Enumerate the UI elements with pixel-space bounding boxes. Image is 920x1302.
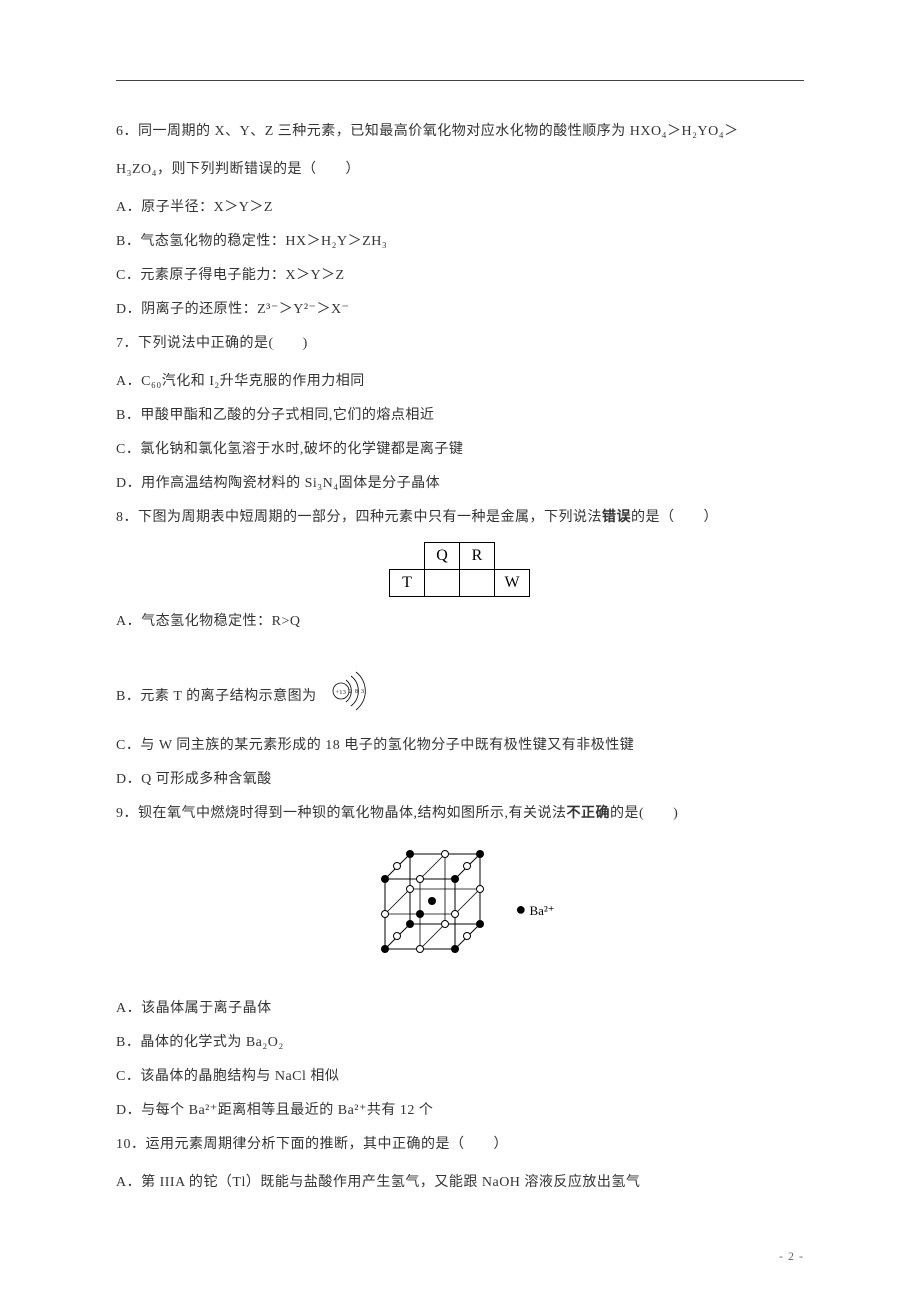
- q8-stem-a: 8．下图为周期表中短周期的一部分，四种元素中只有一种是金属，下列说法: [116, 510, 602, 525]
- q10-choice-a: A．第 IIIA 的铊（Tl）既能与盐酸作用产生氢气，又能跟 NaOH 溶液反应…: [116, 1168, 804, 1198]
- q9-choice-a: A．该晶体属于离子晶体: [116, 994, 804, 1024]
- q7-choice-b: B．甲酸甲酯和乙酸的分子式相同,它们的熔点相近: [116, 401, 804, 431]
- q6-stem-line2: H₃ZO₄，则下列判断错误的是（ ）: [116, 155, 804, 185]
- q9-choice-b: B．晶体的化学式为 Ba₂O₂: [116, 1028, 804, 1058]
- q8-stem-bold: 错误: [602, 510, 631, 525]
- q7-stem: 7．下列说法中正确的是( ): [116, 329, 804, 359]
- ion-structure-icon: +13 2 8 3: [325, 667, 373, 727]
- top-rule: [116, 80, 804, 81]
- q9-stem-b: 的是( ): [610, 806, 678, 821]
- q8-choice-a: A．气态氢化物稳定性：R>Q: [116, 607, 804, 637]
- q9-choice-c: C．该晶体的晶胞结构与 NaCl 相似: [116, 1062, 804, 1092]
- q6-choice-c: C．元素原子得电子能力：X＞Y＞Z: [116, 261, 804, 291]
- q7-choice-c: C．氯化钠和氯化氢溶于水时,破坏的化学键都是离子键: [116, 435, 804, 465]
- pt-cell-r: R: [459, 542, 495, 570]
- q8-choice-c: C．与 W 同主族的某元素形成的 18 电子的氢化物分子中既有极性键又有非极性键: [116, 731, 804, 761]
- pt-empty: [389, 542, 425, 570]
- ion-shell-1: 2: [349, 689, 353, 695]
- q8-choice-d: D．Q 可形成多种含氧酸: [116, 765, 804, 795]
- q9-crystal-figure: ● Ba²⁺: [116, 839, 804, 984]
- q9-stem: 9．钡在氧气中燃烧时得到一种钡的氧化物晶体,结构如图所示,有关说法不正确的是( …: [116, 799, 804, 829]
- q6-stem-line1: 6．同一周期的 X、Y、Z 三种元素，已知最高价氧化物对应水化物的酸性顺序为 H…: [116, 117, 804, 147]
- ion-nucleus: +13: [335, 690, 346, 696]
- q10-stem: 10．运用元素周期律分析下面的推断，其中正确的是（ ）: [116, 1130, 804, 1160]
- pt-cell-w: W: [494, 569, 530, 597]
- pt-empty-cell: [459, 569, 495, 597]
- q6-choice-d: D．阴离子的还原性：Z³⁻＞Y²⁻＞X⁻: [116, 295, 804, 325]
- q8-choice-b: B．元素 T 的离子结构示意图为 +13 2 8 3: [116, 667, 804, 727]
- q6-choice-a: A．原子半径：X＞Y＞Z: [116, 193, 804, 223]
- q7-choice-d: D．用作高温结构陶瓷材料的 Si₃N₄固体是分子晶体: [116, 469, 804, 499]
- q8-stem: 8．下图为周期表中短周期的一部分，四种元素中只有一种是金属，下列说法错误的是（ …: [116, 503, 804, 533]
- q9-stem-bold: 不正确: [567, 806, 611, 821]
- q8-stem-b: 的是（ ）: [631, 510, 718, 525]
- q8-periodic-snippet: Q R T W: [116, 543, 804, 597]
- pt-empty: [494, 542, 530, 570]
- pt-cell-t: T: [389, 569, 425, 597]
- q6-choice-b: B．气态氢化物的稳定性：HX＞H₂Y＞ZH₃: [116, 227, 804, 257]
- q9-legend: ● Ba²⁺: [515, 899, 554, 920]
- q9-stem-a: 9．钡在氧气中燃烧时得到一种钡的氧化物晶体,结构如图所示,有关说法: [116, 806, 567, 821]
- q9-choice-d: D．与每个 Ba²⁺距离相等且最近的 Ba²⁺共有 12 个: [116, 1096, 804, 1126]
- ion-shell-2: 8: [355, 689, 359, 695]
- ion-shell-3: 3: [361, 689, 365, 695]
- q9-legend-text: Ba²⁺: [529, 903, 554, 918]
- crystal-lattice-icon: [365, 839, 505, 979]
- pt-cell-q: Q: [424, 542, 460, 570]
- q7-choice-a: A．C₆₀汽化和 I₂升华克服的作用力相同: [116, 367, 804, 397]
- pt-empty-cell: [424, 569, 460, 597]
- page-number: - 2 -: [779, 1249, 804, 1264]
- q8-b-text: B．元素 T 的离子结构示意图为: [116, 689, 317, 704]
